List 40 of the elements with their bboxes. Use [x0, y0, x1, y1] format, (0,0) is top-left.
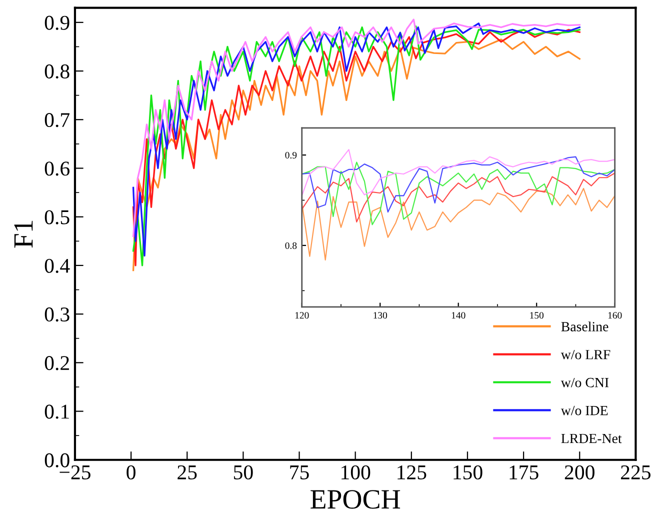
x-tick-label: 130 — [374, 312, 388, 319]
x-tick-label: 75 — [290, 466, 309, 480]
x-tick-label: 120 — [295, 312, 309, 319]
y-tick-label: 0.8 — [44, 64, 70, 79]
x-tick-label: 50 — [234, 465, 253, 480]
y-tick-label: 0.3 — [44, 307, 70, 322]
y-tick-label: 0.2 — [44, 356, 69, 370]
legend-label: w/o IDE — [560, 406, 608, 416]
x-tick-label: 140 — [452, 312, 466, 319]
line-series — [302, 156, 615, 213]
x-tick-label: 160 — [608, 312, 622, 319]
x-tick-label: −25 — [60, 465, 90, 480]
y-tick-label: 0.8 — [285, 242, 297, 249]
y-tick-label: 0.7 — [44, 113, 70, 128]
x-tick-label: 100 — [342, 465, 370, 480]
line-series — [302, 172, 615, 222]
x-tick-label: 150 — [454, 465, 482, 480]
x-tick-label: 150 — [530, 312, 544, 319]
x-axis-title: EPOCH — [310, 490, 400, 509]
x-tick-label: 25 — [178, 465, 197, 480]
line-series — [302, 149, 615, 196]
y-tick-label: 0.6 — [44, 162, 70, 176]
legend-label: Baseline — [561, 322, 608, 332]
y-tick-label: 0.0 — [44, 453, 70, 468]
legend-label: w/o CNI — [560, 378, 609, 388]
x-tick-label: 0 — [126, 465, 136, 480]
y-axis-title: F1 — [14, 220, 33, 248]
y-tick-label: 0.1 — [44, 404, 69, 419]
legend-label: LRDE-Net — [561, 434, 622, 444]
legend-label: w/o LRF — [560, 350, 610, 360]
y-tick-label: 0.5 — [44, 210, 70, 224]
y-tick-label: 0.9 — [285, 152, 297, 159]
x-tick-label: 175 — [510, 465, 538, 480]
y-tick-label: 0.4 — [44, 258, 70, 273]
y-tick-label: 0.9 — [44, 16, 70, 30]
x-tick-label: 125 — [398, 465, 426, 480]
line-series — [302, 162, 615, 226]
x-tick-label: 225 — [620, 465, 651, 480]
x-tick-label: 200 — [564, 465, 594, 480]
line-series — [302, 188, 615, 260]
